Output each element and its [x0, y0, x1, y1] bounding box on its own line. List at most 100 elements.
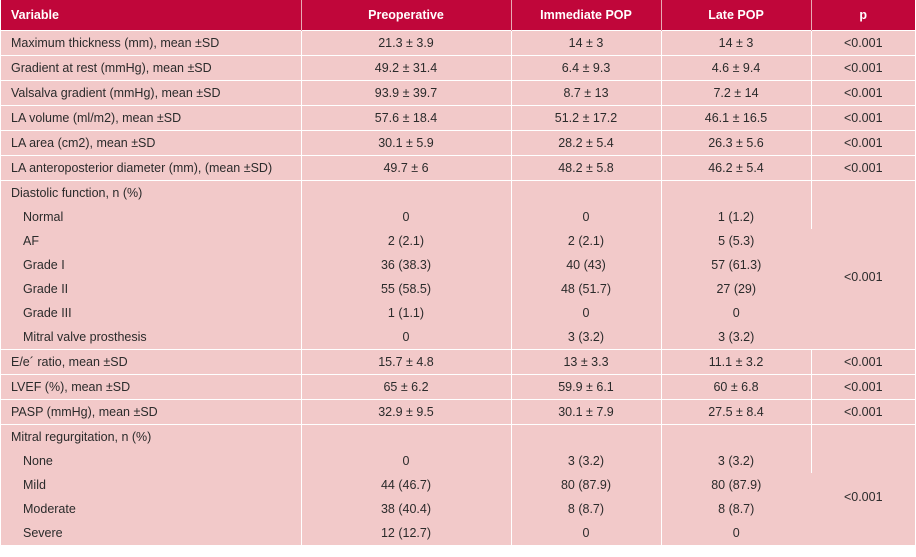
- table-row: LA anteroposterior diameter (mm), (mean …: [1, 155, 915, 181]
- table-row: None 0 3 (3.2) 3 (3.2) <0.001: [1, 449, 915, 545]
- table-row: LA area (cm2), mean ±SD 30.1 ± 5.9 28.2 …: [1, 130, 915, 156]
- table-row: Grade II 55 (58.5) 48 (51.7) 27 (29): [1, 277, 915, 301]
- row-label: Grade I: [1, 253, 302, 277]
- row-label: Severe: [1, 521, 302, 545]
- cell-immediate: 3 (3.2): [511, 449, 662, 473]
- cell-preoperative: 32.9 ± 9.5: [301, 399, 512, 425]
- cell-p: <0.001: [811, 130, 915, 156]
- cell-preoperative: 49.7 ± 6: [301, 155, 512, 181]
- cell-late: 0: [661, 521, 811, 545]
- cell-immediate: 8.7 ± 13: [511, 80, 662, 106]
- cell-late: 5 (5.3): [661, 229, 811, 253]
- table-row: PASP (mmHg), mean ±SD 32.9 ± 9.5 30.1 ± …: [1, 399, 915, 425]
- cell-preoperative: 93.9 ± 39.7: [301, 80, 512, 106]
- header-row: Variable Preoperative Immediate POP Late…: [1, 0, 915, 31]
- cell-preoperative: 0: [301, 205, 512, 229]
- cell-immediate: 40 (43): [511, 253, 662, 277]
- header-preoperative: Preoperative: [301, 0, 512, 31]
- cell-late: 0: [661, 301, 811, 325]
- cell-late: 8 (8.7): [661, 497, 811, 521]
- cell-late: 3 (3.2): [661, 325, 811, 350]
- cell-preoperative: 36 (38.3): [301, 253, 512, 277]
- cell-immediate: 59.9 ± 6.1: [511, 374, 662, 400]
- cell-immediate: 14 ± 3: [511, 30, 662, 56]
- row-label: Moderate: [1, 497, 302, 521]
- row-label: Grade III: [1, 301, 302, 325]
- table-row: Severe 12 (12.7) 0 0: [1, 521, 915, 545]
- table-row: AF 2 (2.1) 2 (2.1) 5 (5.3): [1, 229, 915, 253]
- table-row: Gradient at rest (mmHg), mean ±SD 49.2 ±…: [1, 55, 915, 81]
- cell-late: 60 ± 6.8: [661, 374, 812, 400]
- cell-p-diastolic: <0.001: [811, 205, 915, 350]
- cell-p-mitral: <0.001: [811, 449, 915, 545]
- cell-preoperative: 0: [301, 449, 512, 473]
- table-row: Maximum thickness (mm), mean ±SD 21.3 ± …: [1, 30, 915, 56]
- row-label: Gradient at rest (mmHg), mean ±SD: [1, 55, 302, 81]
- row-label: Mitral valve prosthesis: [1, 325, 302, 350]
- row-label: LA volume (ml/m2), mean ±SD: [1, 105, 302, 131]
- table-row: Grade III 1 (1.1) 0 0: [1, 301, 915, 325]
- cell-immediate: 28.2 ± 5.4: [511, 130, 662, 156]
- cell-immediate: 51.2 ± 17.2: [511, 105, 662, 131]
- row-label: None: [1, 449, 302, 473]
- cell-p: <0.001: [811, 80, 915, 106]
- cell-immediate: 0: [511, 205, 662, 229]
- row-label: LA anteroposterior diameter (mm), (mean …: [1, 155, 302, 181]
- cell-preoperative: 57.6 ± 18.4: [301, 105, 512, 131]
- cell-preoperative: 30.1 ± 5.9: [301, 130, 512, 156]
- cell-immediate: 3 (3.2): [511, 325, 662, 350]
- cell-p: <0.001: [811, 349, 915, 375]
- cell-preoperative: 65 ± 6.2: [301, 374, 512, 400]
- row-label: Valsalva gradient (mmHg), mean ±SD: [1, 80, 302, 106]
- cell-late: 14 ± 3: [661, 30, 812, 56]
- cell-late: 4.6 ± 9.4: [661, 55, 812, 81]
- cell-immediate: 0: [511, 301, 662, 325]
- cell-immediate: 13 ± 3.3: [511, 349, 662, 375]
- cell-late: 46.1 ± 16.5: [661, 105, 812, 131]
- header-immediate-pop: Immediate POP: [511, 0, 662, 31]
- row-label: E/e´ ratio, mean ±SD: [1, 349, 302, 375]
- cell-preoperative: 1 (1.1): [301, 301, 512, 325]
- table-row: Mild 44 (46.7) 80 (87.9) 80 (87.9): [1, 473, 915, 497]
- cell-late: 27.5 ± 8.4: [661, 399, 812, 425]
- cell-preoperative: 55 (58.5): [301, 277, 512, 301]
- cell-immediate: 8 (8.7): [511, 497, 662, 521]
- cell-preoperative: 12 (12.7): [301, 521, 512, 545]
- cell-p: <0.001: [811, 399, 915, 425]
- header-late-pop: Late POP: [661, 0, 812, 31]
- row-label: Maximum thickness (mm), mean ±SD: [1, 30, 302, 56]
- table-row: Mitral valve prosthesis 0 3 (3.2) 3 (3.2…: [1, 325, 915, 350]
- row-label: Normal: [1, 205, 302, 229]
- cell-p: <0.001: [811, 155, 915, 181]
- cell-immediate: 2 (2.1): [511, 229, 662, 253]
- group-label-diastolic: Diastolic function, n (%): [1, 180, 302, 205]
- cell-late: 7.2 ± 14: [661, 80, 812, 106]
- cell-late: 57 (61.3): [661, 253, 811, 277]
- cell-immediate: 0: [511, 521, 662, 545]
- cell-immediate: 30.1 ± 7.9: [511, 399, 662, 425]
- cell-late: 80 (87.9): [661, 473, 811, 497]
- cell-late: 46.2 ± 5.4: [661, 155, 812, 181]
- cell-late: 11.1 ± 3.2: [661, 349, 812, 375]
- cell-immediate: 48.2 ± 5.8: [511, 155, 662, 181]
- table-row: E/e´ ratio, mean ±SD 15.7 ± 4.8 13 ± 3.3…: [1, 349, 915, 375]
- cell-p: <0.001: [811, 55, 915, 81]
- cell-preoperative: 49.2 ± 31.4: [301, 55, 512, 81]
- row-label: AF: [1, 229, 302, 253]
- row-label: Mild: [1, 473, 302, 497]
- cell-immediate: 6.4 ± 9.3: [511, 55, 662, 81]
- cell-preoperative: 21.3 ± 3.9: [301, 30, 512, 56]
- cell-preoperative: 0: [301, 325, 512, 350]
- cell-p: <0.001: [811, 374, 915, 400]
- table-row: Valsalva gradient (mmHg), mean ±SD 93.9 …: [1, 80, 915, 106]
- row-label: LVEF (%), mean ±SD: [1, 374, 302, 400]
- cell-preoperative: 38 (40.4): [301, 497, 512, 521]
- header-p: p: [811, 0, 915, 31]
- header-variable: Variable: [1, 0, 302, 31]
- group-header-row: Diastolic function, n (%): [1, 180, 915, 205]
- row-label: LA area (cm2), mean ±SD: [1, 130, 302, 156]
- group-label-mitral: Mitral regurgitation, n (%): [1, 424, 302, 449]
- cell-preoperative: 2 (2.1): [301, 229, 512, 253]
- cell-immediate: 80 (87.9): [511, 473, 662, 497]
- table-row: LVEF (%), mean ±SD 65 ± 6.2 59.9 ± 6.1 6…: [1, 374, 915, 400]
